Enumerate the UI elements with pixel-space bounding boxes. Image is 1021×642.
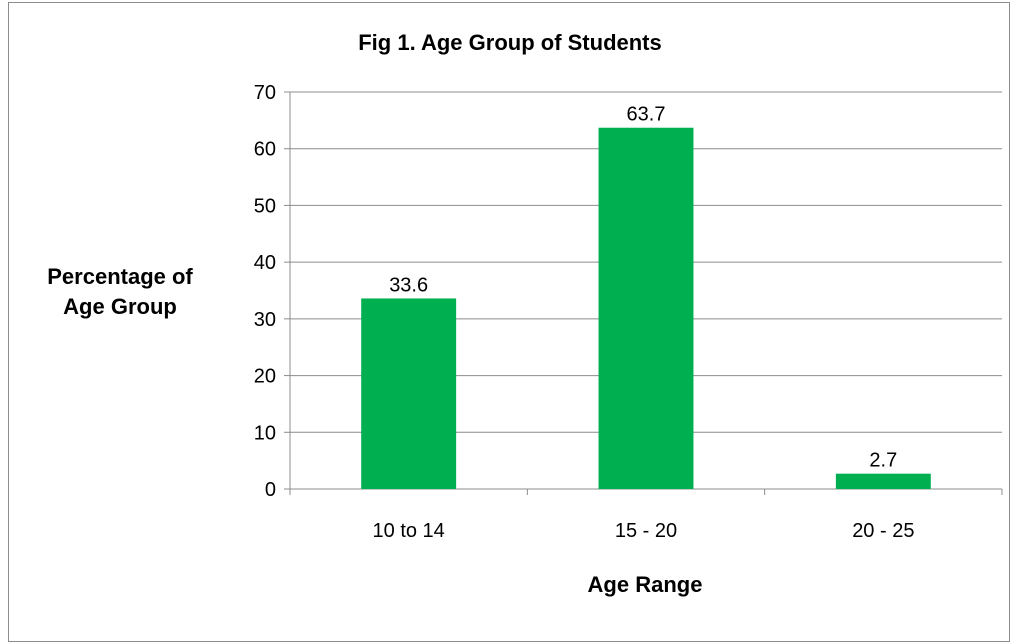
x-tick-label-2: 15 - 20 <box>615 520 677 542</box>
y-axis-title: Percentage of Age Group <box>30 262 210 322</box>
y-axis-title-line-1: Percentage of <box>47 264 193 289</box>
y-tick-label: 50 <box>254 195 276 217</box>
bar-1 <box>361 298 457 489</box>
y-tick-label: 40 <box>254 252 276 274</box>
y-tick-label: 60 <box>254 139 276 161</box>
x-axis-title: Age Range <box>587 572 703 597</box>
x-tick-label-3: 20 - 25 <box>852 520 914 542</box>
y-tick-label: 20 <box>254 366 276 388</box>
y-tick-label: 70 <box>254 82 276 104</box>
chart-title: Fig 1. Age Group of Students <box>358 30 662 55</box>
bar-3 <box>835 473 931 489</box>
chart-frame <box>8 2 1010 642</box>
y-axis-title-line-2: Age Group <box>63 294 177 319</box>
y-tick-label: 0 <box>265 479 276 501</box>
data-label-3: 2.7 <box>869 450 897 472</box>
y-tick-label: 30 <box>254 309 276 331</box>
y-tick-label: 10 <box>254 422 276 444</box>
data-label-2: 63.7 <box>627 104 666 126</box>
x-tick-label-1: 10 to 14 <box>373 520 445 542</box>
bar-2 <box>598 127 694 489</box>
data-label-1: 33.6 <box>389 274 428 296</box>
